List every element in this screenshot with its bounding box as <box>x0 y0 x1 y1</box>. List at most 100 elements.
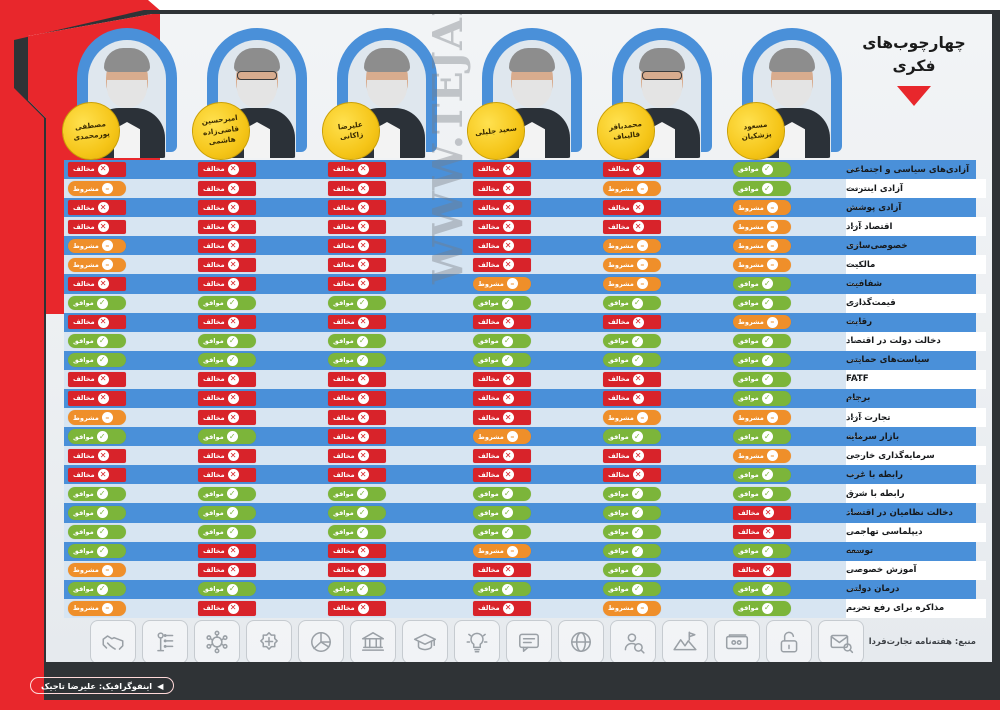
stance-badge-mokhalef: ✕ مخالف <box>603 314 661 330</box>
check-icon: ✓ <box>96 354 108 366</box>
check-icon: ✓ <box>761 278 773 290</box>
topic-label: اقتصاد آزاد <box>846 217 986 237</box>
cross-icon: ✕ <box>762 507 774 519</box>
banknote-icon <box>714 620 760 662</box>
cross-icon: ✕ <box>227 278 239 290</box>
stance-badge-movafegh: ✓ موافق <box>198 295 256 311</box>
topic-label-text: آزادی پوشش <box>846 202 902 213</box>
cross-icon: ✕ <box>227 564 239 576</box>
stance-badge-movafegh: ✓ موافق <box>198 582 256 597</box>
stance-label: موافق <box>333 489 354 498</box>
stance-badge-movafegh: ✓ موافق <box>603 295 661 311</box>
topic-label: درمان دولتی <box>846 580 986 599</box>
leader-dash <box>848 436 862 438</box>
stance-label: مشروط <box>738 318 764 327</box>
stance-badge-mashrut: – مشروط <box>733 257 791 273</box>
stance-label: مخالف <box>203 413 225 422</box>
check-icon: ✓ <box>356 526 368 538</box>
stance-badge-mokhalef: ✕ مخالف <box>198 276 256 292</box>
cross-icon: ✕ <box>97 469 109 481</box>
stance-badge-mokhalef: ✕ مخالف <box>198 448 256 463</box>
leader-dash <box>848 283 862 285</box>
stance-label: موافق <box>478 299 499 308</box>
stance-label: مخالف <box>478 566 500 575</box>
cross-icon: ✕ <box>357 373 369 385</box>
stance-badge-mokhalef: ✕ مخالف <box>603 162 661 177</box>
stance-label: موافق <box>203 299 224 308</box>
minus-icon: – <box>101 602 113 614</box>
leader-dash <box>848 245 862 247</box>
stance-label: مخالف <box>333 165 355 174</box>
stance-label: موافق <box>203 337 224 346</box>
stance-badge-mokhalef: ✕ مخالف <box>328 219 386 234</box>
stance-label: مشروط <box>478 279 504 288</box>
stance-label: مخالف <box>333 547 355 556</box>
topic-label: آزادی پوشش <box>846 198 986 217</box>
cross-icon: ✕ <box>502 602 514 614</box>
stance-badge-movafegh: ✓ موافق <box>68 505 126 521</box>
leader-dash <box>848 607 862 609</box>
check-icon: ✓ <box>761 583 773 595</box>
stance-badge-mokhalef: ✕ مخالف <box>198 391 256 406</box>
minus-icon: – <box>101 240 113 252</box>
topic-label: شفافیت <box>846 274 986 293</box>
stance-badge-movafegh: ✓ موافق <box>198 524 256 540</box>
topic-label-text: رابطه با شرق <box>846 488 905 499</box>
stance-label: مشروط <box>738 222 764 231</box>
leader-dash <box>848 226 862 228</box>
stance-label: مخالف <box>333 566 355 575</box>
check-icon: ✓ <box>226 297 238 309</box>
stance-badge-mokhalef: ✕ مخالف <box>198 601 256 616</box>
stance-label: مخالف <box>203 566 225 575</box>
cross-icon: ✕ <box>357 564 369 576</box>
stance-label: مخالف <box>73 451 95 460</box>
leader-dash <box>848 550 862 552</box>
stance-label: مخالف <box>478 451 500 460</box>
portrait-glasses <box>642 71 682 80</box>
stance-badge-movafegh: ✓ موافق <box>198 429 256 444</box>
portrait-hair <box>769 48 815 72</box>
person-list-icon <box>142 620 188 662</box>
stance-label: مخالف <box>478 184 500 193</box>
stance-badge-mokhalef: ✕ مخالف <box>198 200 256 215</box>
stance-badge-mokhalef: ✕ مخالف <box>198 257 256 273</box>
cross-icon: ✕ <box>357 392 369 404</box>
cross-icon: ✕ <box>502 240 514 252</box>
check-icon: ✓ <box>96 545 108 557</box>
check-icon: ✓ <box>226 354 238 366</box>
topic-label: بازار سرمایه <box>846 427 986 446</box>
stance-badge-movafegh: ✓ موافق <box>603 562 661 578</box>
stance-badge-mokhalef: ✕ مخالف <box>68 219 126 234</box>
check-icon: ✓ <box>631 354 643 366</box>
stance-label: مخالف <box>333 279 355 288</box>
cross-icon: ✕ <box>502 221 514 233</box>
stance-label: مخالف <box>608 222 630 231</box>
minus-icon: – <box>636 259 648 271</box>
leader-dash <box>848 321 862 323</box>
cross-icon: ✕ <box>97 450 109 462</box>
stance-label: موافق <box>73 432 94 441</box>
stance-label: مخالف <box>478 470 500 479</box>
topic-label-text: دخالت دولت در اقتصاد <box>846 336 941 347</box>
stance-badge-mashrut: – مشروط <box>473 429 531 444</box>
stance-label: موافق <box>478 528 499 536</box>
stance-label: مشروط <box>608 241 634 250</box>
cross-icon: ✕ <box>357 240 369 252</box>
check-icon: ✓ <box>226 526 238 538</box>
leader-dash <box>848 512 862 514</box>
stance-label: مخالف <box>608 203 630 212</box>
stance-label: موافق <box>608 356 629 365</box>
stance-badge-mokhalef: ✕ مخالف <box>603 391 661 406</box>
minus-icon: – <box>766 412 778 424</box>
stance-badge-movafegh: ✓ موافق <box>603 353 661 368</box>
stance-badge-mokhalef: ✕ مخالف <box>198 219 256 234</box>
stance-label: مخالف <box>608 451 630 460</box>
topic-label: رابطه با غرب <box>846 465 986 484</box>
stance-label: مخالف <box>478 260 500 269</box>
stance-label: مخالف <box>478 604 500 613</box>
cross-icon: ✕ <box>632 316 644 328</box>
page-title-line1: چهارچوب‌های <box>862 34 966 52</box>
stance-badge-movafegh: ✓ موافق <box>328 486 386 502</box>
check-icon: ✓ <box>226 583 238 595</box>
stance-label: مشروط <box>608 260 634 269</box>
